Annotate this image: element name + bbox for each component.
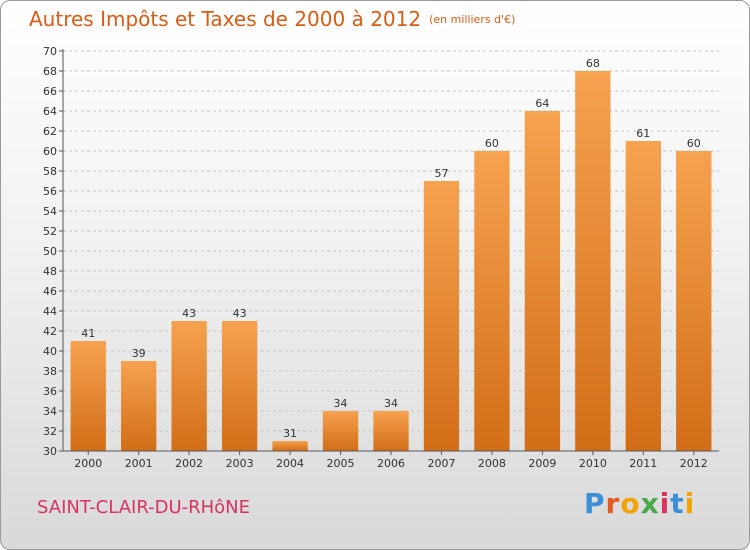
y-tick-label: 32: [43, 425, 57, 438]
x-tick-label-2005: 2005: [327, 457, 355, 470]
bar-value-label-2004: 31: [283, 427, 297, 440]
bar-value-label-2008: 60: [485, 137, 499, 150]
bar-2004: [272, 441, 308, 451]
y-tick-label: 38: [43, 365, 57, 378]
y-tick-label: 54: [43, 205, 57, 218]
town-name: SAINT-CLAIR-DU-RHôNE: [37, 497, 251, 518]
logo-letter: P: [584, 487, 606, 520]
chart-unit-label: (en milliers d'€): [429, 13, 516, 26]
bars: 41 39 43 43 31 34 34 57 60 64 68 61 60: [70, 57, 712, 451]
x-tick-label-2006: 2006: [377, 457, 405, 470]
bar-2001: [121, 361, 157, 451]
y-tick-label: 40: [43, 345, 57, 358]
x-tick-label-2003: 2003: [226, 457, 254, 470]
bar-2003: [221, 321, 258, 451]
chart-title: Autres Impôts et Taxes de 2000 à 2012 (en…: [29, 7, 515, 31]
y-tick-label: 62: [43, 125, 57, 138]
logo-letter: x: [640, 487, 660, 520]
bar-value-label-2003: 43: [233, 307, 247, 320]
x-tick-label-2002: 2002: [175, 457, 203, 470]
bar-2010: [575, 71, 611, 451]
y-tick-label: 56: [43, 185, 57, 198]
x-tick-label-2012: 2012: [680, 457, 708, 470]
y-tick-label: 64: [43, 105, 57, 118]
bar-2008: [474, 151, 510, 451]
bar-2007: [423, 181, 460, 451]
logo-letter: i: [659, 487, 671, 520]
x-tick-label-2009: 2009: [528, 457, 556, 470]
y-tick-label: 44: [43, 305, 57, 318]
y-tick-label: 36: [43, 385, 57, 398]
y-tick-label: 42: [43, 325, 57, 338]
x-axis-ticks: 2000 2001 2002 2003 2004 2005 2006 2007 2008 2009…: [74, 451, 708, 470]
logo-letter: t: [670, 487, 685, 520]
bar-value-label-2006: 34: [384, 397, 398, 410]
bar-2009: [524, 111, 561, 451]
bar-2011: [625, 141, 661, 451]
bar-2002: [171, 321, 207, 451]
bar-value-label-2012: 60: [687, 137, 701, 150]
y-axis-ticks: 30 32 34 36 38 40 42 44 46 48 50 52 54 56 58 60 62 64 66 68…: [43, 45, 63, 458]
y-tick-label: 46: [43, 285, 57, 298]
x-tick-label-2001: 2001: [125, 457, 153, 470]
y-tick-label: 66: [43, 85, 57, 98]
bar-value-label-2000: 41: [81, 327, 95, 340]
bar-value-label-2007: 57: [434, 167, 448, 180]
bar-value-label-2001: 39: [132, 347, 146, 360]
logo-letter: o: [620, 487, 641, 520]
logo-letter: i: [684, 487, 696, 520]
y-tick-label: 34: [43, 405, 57, 418]
x-tick-label-2008: 2008: [478, 457, 506, 470]
proxiti-logo: Proxiti: [584, 487, 695, 520]
y-tick-label: 58: [43, 165, 57, 178]
x-tick-label-2011: 2011: [629, 457, 657, 470]
bar-value-label-2002: 43: [182, 307, 196, 320]
y-tick-label: 52: [43, 225, 57, 238]
bar-2005: [322, 411, 359, 451]
chart-title-text: Autres Impôts et Taxes de 2000 à 2012: [29, 7, 422, 31]
y-tick-label: 70: [43, 45, 57, 58]
bar-value-label-2005: 34: [334, 397, 348, 410]
x-tick-label-2007: 2007: [427, 457, 455, 470]
x-tick-label-2000: 2000: [74, 457, 102, 470]
y-tick-label: 50: [43, 245, 57, 258]
y-tick-label: 48: [43, 265, 57, 278]
bar-value-label-2010: 68: [586, 57, 600, 70]
x-tick-label-2010: 2010: [579, 457, 607, 470]
y-tick-label: 30: [43, 445, 57, 458]
logo-letter: r: [605, 487, 621, 520]
bar-value-label-2009: 64: [535, 97, 549, 110]
grid-lines: [63, 50, 719, 432]
y-tick-label: 68: [43, 65, 57, 78]
bar-value-label-2011: 61: [636, 127, 650, 140]
y-tick-label: 60: [43, 145, 57, 158]
bar-2006: [373, 411, 409, 451]
bar-2000: [70, 341, 106, 451]
x-tick-label-2004: 2004: [276, 457, 304, 470]
bar-2012: [676, 151, 712, 451]
